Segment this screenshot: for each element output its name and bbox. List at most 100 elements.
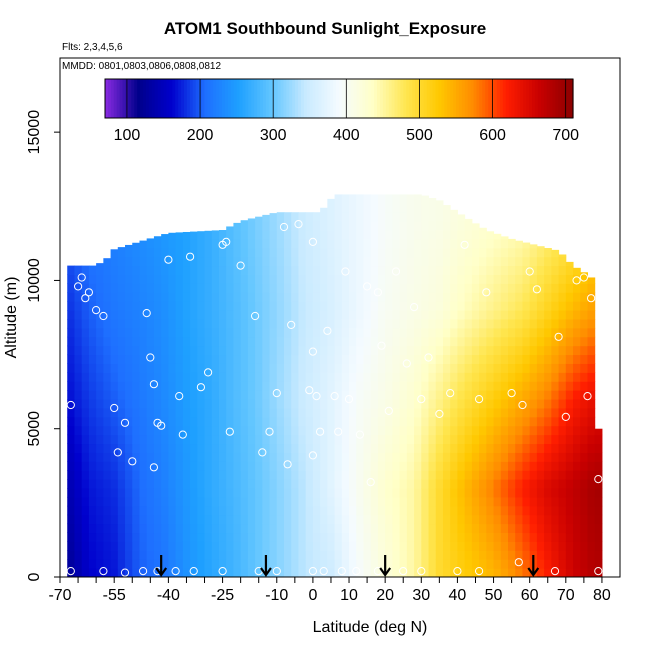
heatmap-cell	[508, 505, 516, 516]
heatmap-cell	[255, 230, 263, 240]
heatmap-cell	[536, 443, 545, 453]
heatmap-cell	[175, 416, 184, 427]
heatmap-cell	[305, 434, 314, 445]
heatmap-cell	[587, 488, 596, 498]
heatmap-cell	[96, 541, 104, 551]
heatmap-cell	[565, 568, 574, 578]
heatmap-cell	[284, 443, 292, 453]
heatmap-cell	[428, 416, 437, 427]
heatmap-cell	[269, 372, 278, 382]
heatmap-cell	[385, 550, 393, 560]
heatmap-cell	[153, 238, 162, 249]
heatmap-cell	[450, 372, 458, 382]
heatmap-cell	[168, 274, 177, 284]
colorbar-segment	[163, 79, 168, 118]
heatmap-cell	[544, 274, 552, 284]
heatmap-cell	[356, 372, 364, 382]
heatmap-cell	[536, 318, 545, 329]
heatmap-cell	[464, 318, 473, 329]
heatmap-cell	[500, 559, 509, 569]
heatmap-cell	[370, 381, 379, 391]
heatmap-cell	[500, 541, 509, 551]
heatmap-cell	[146, 416, 155, 427]
heatmap-cell	[81, 488, 90, 498]
heatmap-cell	[349, 381, 357, 391]
heatmap-cell	[565, 523, 574, 534]
heatmap-cell	[117, 523, 126, 534]
heatmap-cell	[88, 390, 97, 400]
heatmap-cell	[551, 496, 560, 507]
heatmap-cell	[211, 247, 220, 258]
heatmap-cell	[421, 336, 430, 347]
heatmap-cell	[276, 390, 285, 400]
heatmap-cell	[450, 434, 458, 445]
heatmap-cell	[471, 223, 480, 231]
heatmap-cell	[153, 390, 162, 400]
heatmap-cell	[500, 283, 509, 293]
heatmap-cell	[399, 238, 408, 249]
heatmap-cell	[580, 354, 588, 364]
heatmap-cell	[500, 381, 509, 391]
heatmap-cell	[168, 559, 177, 569]
heatmap-cell	[204, 283, 213, 293]
heatmap-cell	[450, 256, 458, 267]
heatmap-cell	[240, 274, 249, 284]
flight-marker-arrow	[155, 555, 168, 577]
heatmap-cell	[284, 550, 292, 560]
observation-point	[377, 341, 386, 350]
heatmap-cell	[544, 461, 552, 471]
heatmap-cell	[363, 399, 372, 409]
observation-point	[164, 255, 173, 264]
heatmap-cell	[190, 292, 198, 302]
heatmap-cell	[298, 345, 307, 356]
heatmap-cell	[406, 363, 415, 373]
heatmap-cell	[139, 550, 148, 560]
heatmap-cell	[247, 514, 256, 525]
heatmap-cell	[457, 221, 466, 231]
heatmap-cell	[341, 354, 350, 364]
heatmap-cell	[428, 407, 437, 418]
heatmap-cell	[269, 318, 278, 329]
heatmap-cell	[96, 399, 104, 409]
heatmap-cell	[385, 479, 393, 489]
heatmap-cell	[450, 209, 458, 213]
heatmap-cell	[414, 292, 422, 302]
heatmap-cell	[565, 505, 574, 516]
heatmap-cell	[320, 238, 328, 249]
heatmap-cell	[190, 470, 198, 480]
heatmap-cell	[442, 505, 451, 516]
heatmap-cell	[471, 265, 480, 275]
heatmap-cell	[529, 407, 538, 418]
heatmap-cell	[190, 505, 198, 516]
heatmap-cell	[356, 327, 364, 338]
colorbar-segment	[534, 79, 539, 118]
heatmap-cell	[197, 247, 206, 258]
heatmap-cell	[493, 461, 502, 471]
heatmap-cell	[558, 265, 567, 275]
heatmap-cell	[406, 479, 415, 489]
heatmap-cell	[406, 283, 415, 293]
heatmap-cell	[558, 381, 567, 391]
heatmap-cell	[298, 283, 307, 293]
heatmap-cell	[356, 461, 364, 471]
heatmap-cell	[385, 407, 393, 418]
heatmap-cell	[262, 256, 271, 267]
heatmap-cell	[320, 283, 328, 293]
heatmap-cell	[385, 212, 393, 222]
heatmap-cell	[399, 292, 408, 302]
heatmap-cell	[349, 514, 357, 525]
observation-point	[554, 332, 563, 341]
heatmap-cell	[233, 345, 242, 356]
heatmap-cell	[74, 372, 83, 382]
heatmap-cell	[573, 336, 581, 347]
heatmap-cell	[81, 345, 90, 356]
heatmap-cell	[356, 301, 364, 311]
heatmap-cell	[327, 203, 336, 213]
heatmap-cell	[464, 550, 473, 560]
heatmap-cell	[580, 532, 588, 542]
heatmap-cell	[565, 363, 574, 373]
heatmap-cell	[414, 532, 422, 542]
heatmap-cell	[421, 372, 430, 382]
heatmap-cell	[580, 336, 588, 347]
heatmap-cell	[363, 283, 372, 293]
